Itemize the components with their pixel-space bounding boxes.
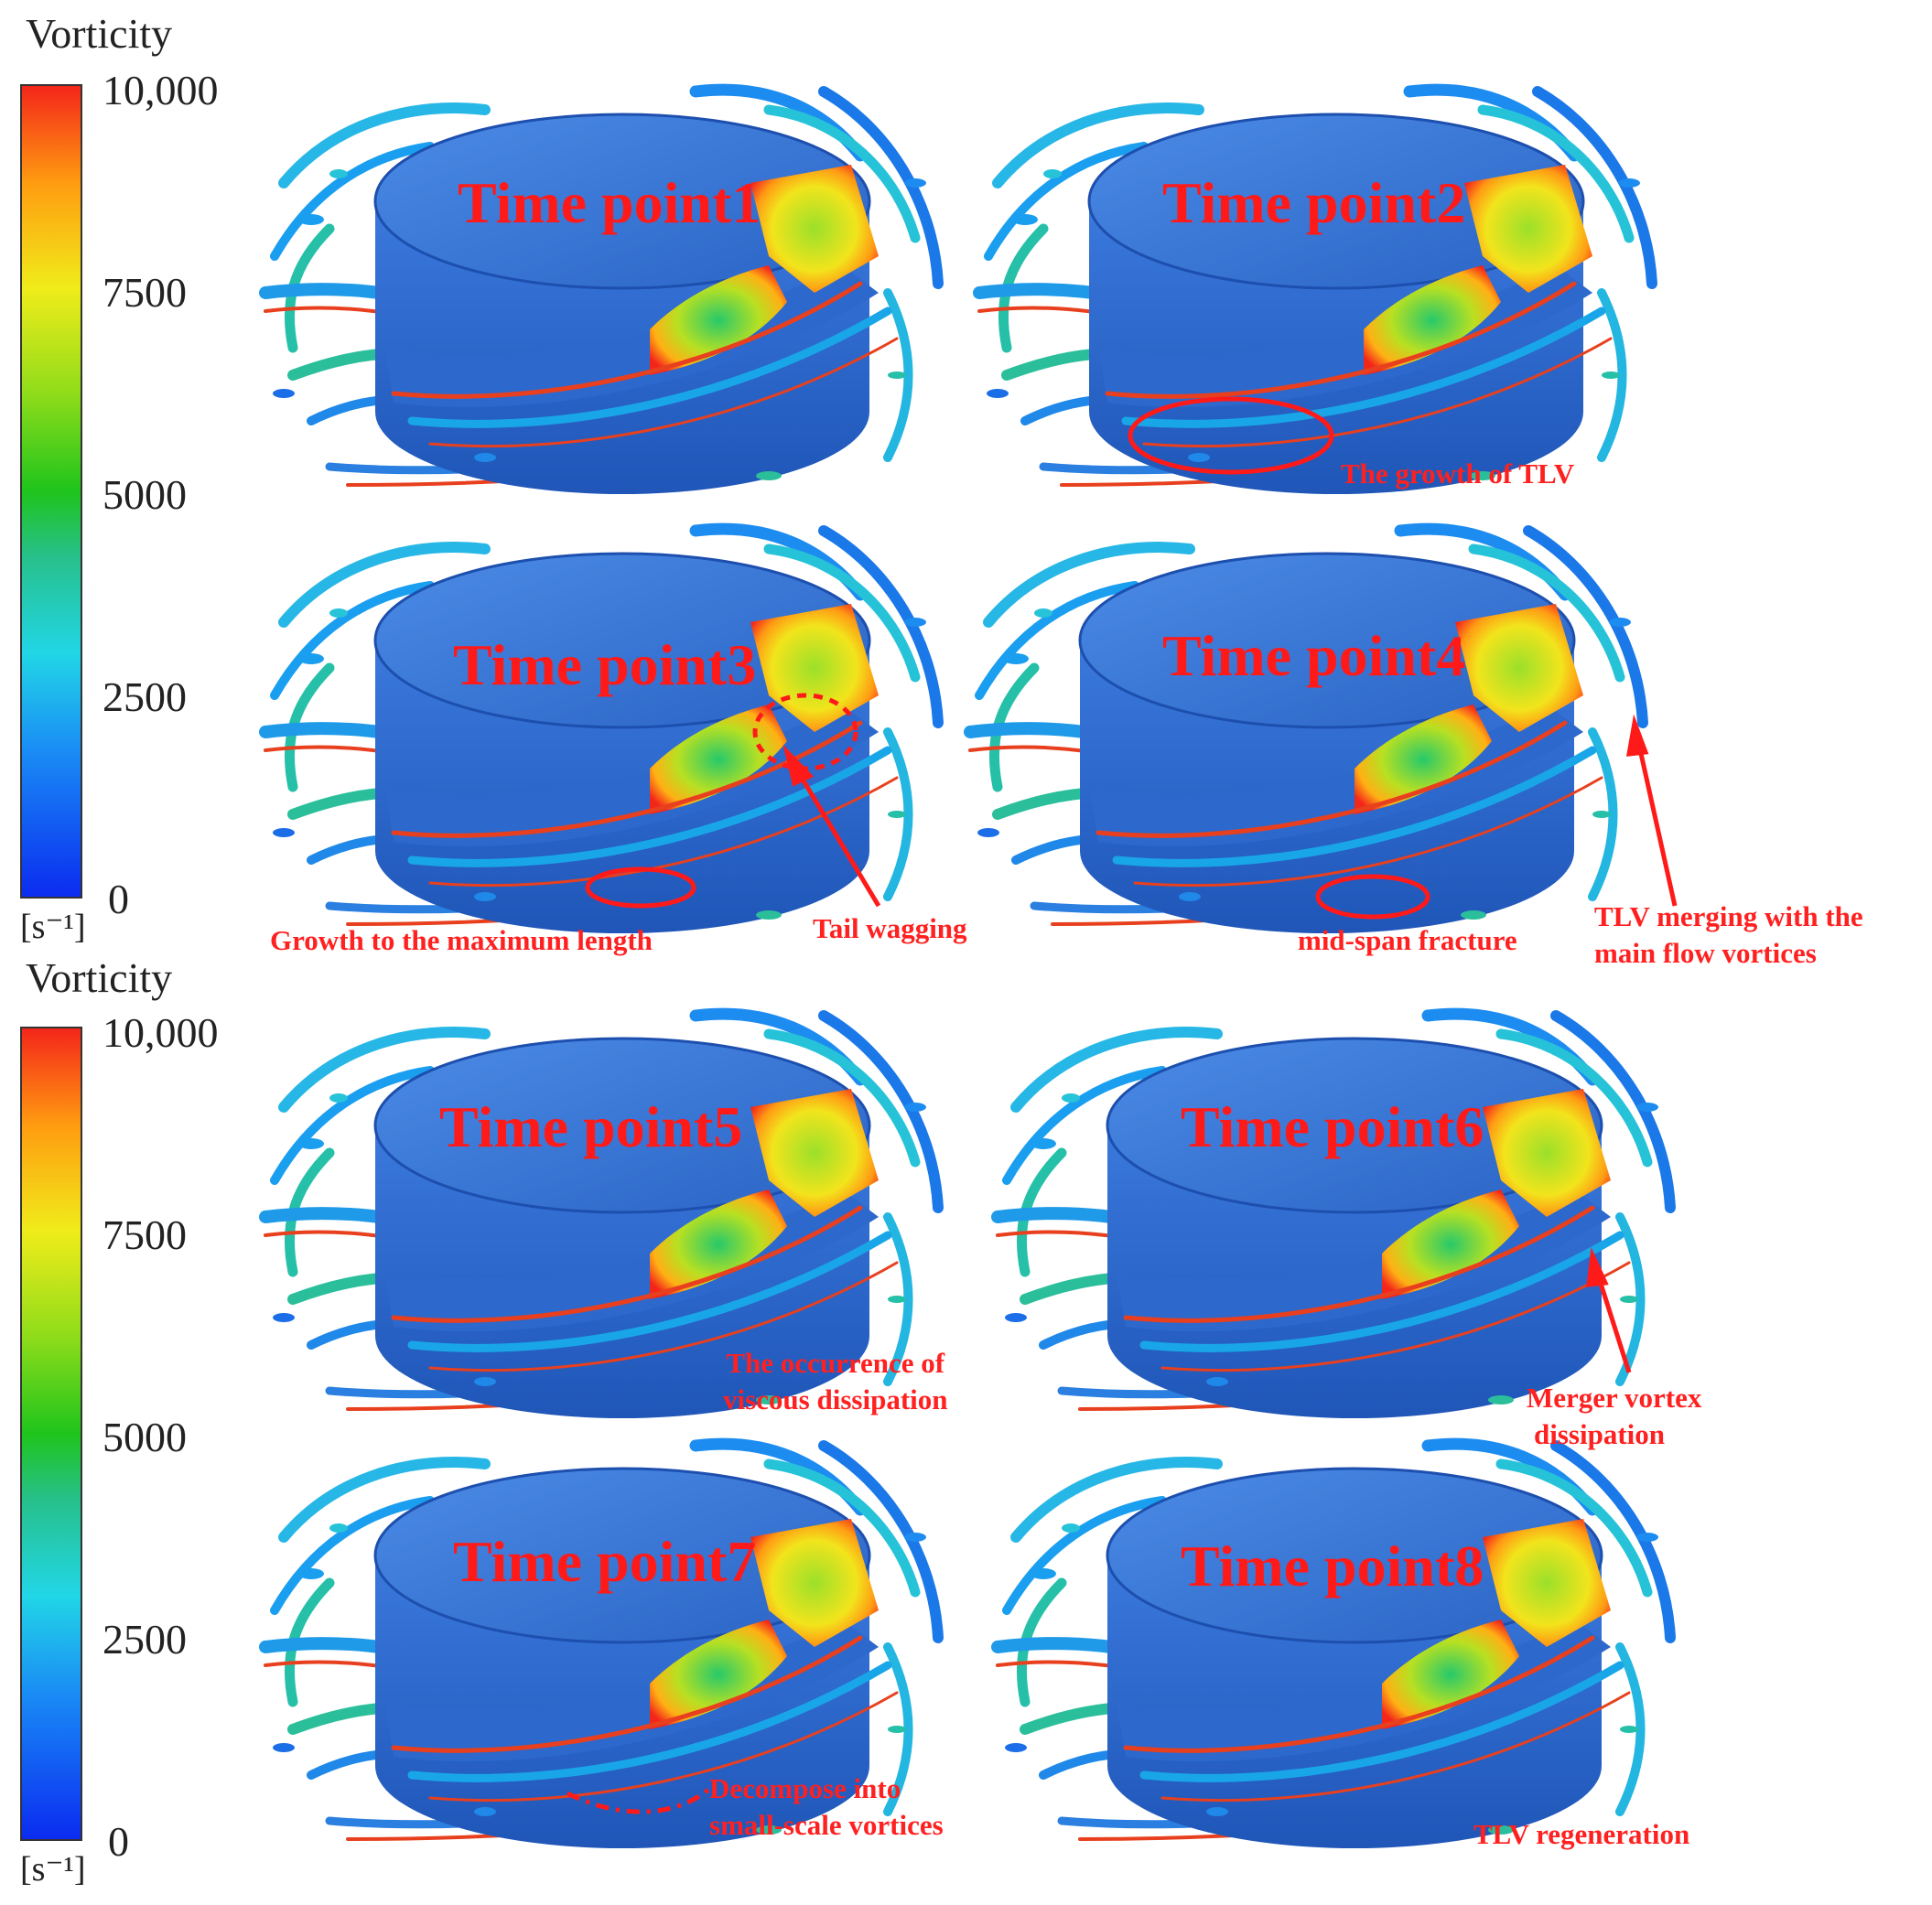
max-length-ring xyxy=(585,866,696,909)
annotation-viscous: The occurrence of viscous dissipation xyxy=(723,1347,948,1415)
growth-tlv-ring xyxy=(1128,396,1334,475)
colorbar-tick: 5000 xyxy=(103,471,187,518)
colorbar-tick: 2500 xyxy=(103,673,187,720)
annotation-tlv-merging: TLV merging with the main flow vortices xyxy=(1594,900,1863,969)
panel-8-art xyxy=(998,1444,1670,1848)
colorbar-title: Vorticity xyxy=(26,954,173,1001)
panel-1-art xyxy=(265,90,938,494)
annotation-growth-max: Growth to the maximum length xyxy=(270,924,653,956)
colorbar-tick: 5000 xyxy=(103,1414,187,1460)
colorbar-tick: 10,000 xyxy=(103,1009,219,1056)
panel-label-8: Time point8 xyxy=(1181,1534,1484,1598)
colorbar-gradient xyxy=(20,1027,82,1841)
decompose-dashed-arc xyxy=(566,1787,711,1814)
panel-label-4: Time point4 xyxy=(1162,623,1466,688)
annotation-decompose: Decompose into small-scale vortices xyxy=(709,1772,944,1841)
colorbar-tick: 2500 xyxy=(103,1616,187,1663)
annotation-merger: Merger vortex dissipation xyxy=(1527,1382,1702,1450)
colorbar-title: Vorticity xyxy=(26,10,173,57)
colorbar-tick: 7500 xyxy=(103,1211,187,1258)
mid-span-ring xyxy=(1315,874,1430,920)
colorbar-tick: 10,000 xyxy=(103,67,219,113)
panel-label-7: Time point7 xyxy=(453,1529,757,1594)
panel-3-art xyxy=(265,529,938,933)
colorbar-unit: [s⁻¹] xyxy=(20,1850,86,1889)
annotation-tail-wagging: Tail wagging xyxy=(813,912,967,944)
colorbar-gradient xyxy=(20,84,82,899)
panel-6-art xyxy=(998,1014,1670,1418)
panel-4-art xyxy=(970,529,1643,933)
colorbar-tick: 0 xyxy=(108,876,129,922)
colorbar-tick: 0 xyxy=(108,1818,129,1865)
colorbar-unit: [s⁻¹] xyxy=(20,908,86,946)
colorbar-tick: 7500 xyxy=(103,269,187,316)
annotation-growth-tlv: The growth of TLV xyxy=(1341,457,1575,490)
panel-label-6: Time point6 xyxy=(1181,1094,1484,1159)
panel-label-3: Time point3 xyxy=(453,632,757,697)
annotation-mid-span: mid-span fracture xyxy=(1298,924,1517,956)
annotation-regeneration: TLV regeneration xyxy=(1473,1818,1690,1850)
panel-label-5: Time point5 xyxy=(439,1094,743,1159)
panel-2-art xyxy=(979,90,1652,494)
panel-label-2: Time point2 xyxy=(1162,170,1466,235)
panel-label-1: Time point1 xyxy=(458,170,761,235)
